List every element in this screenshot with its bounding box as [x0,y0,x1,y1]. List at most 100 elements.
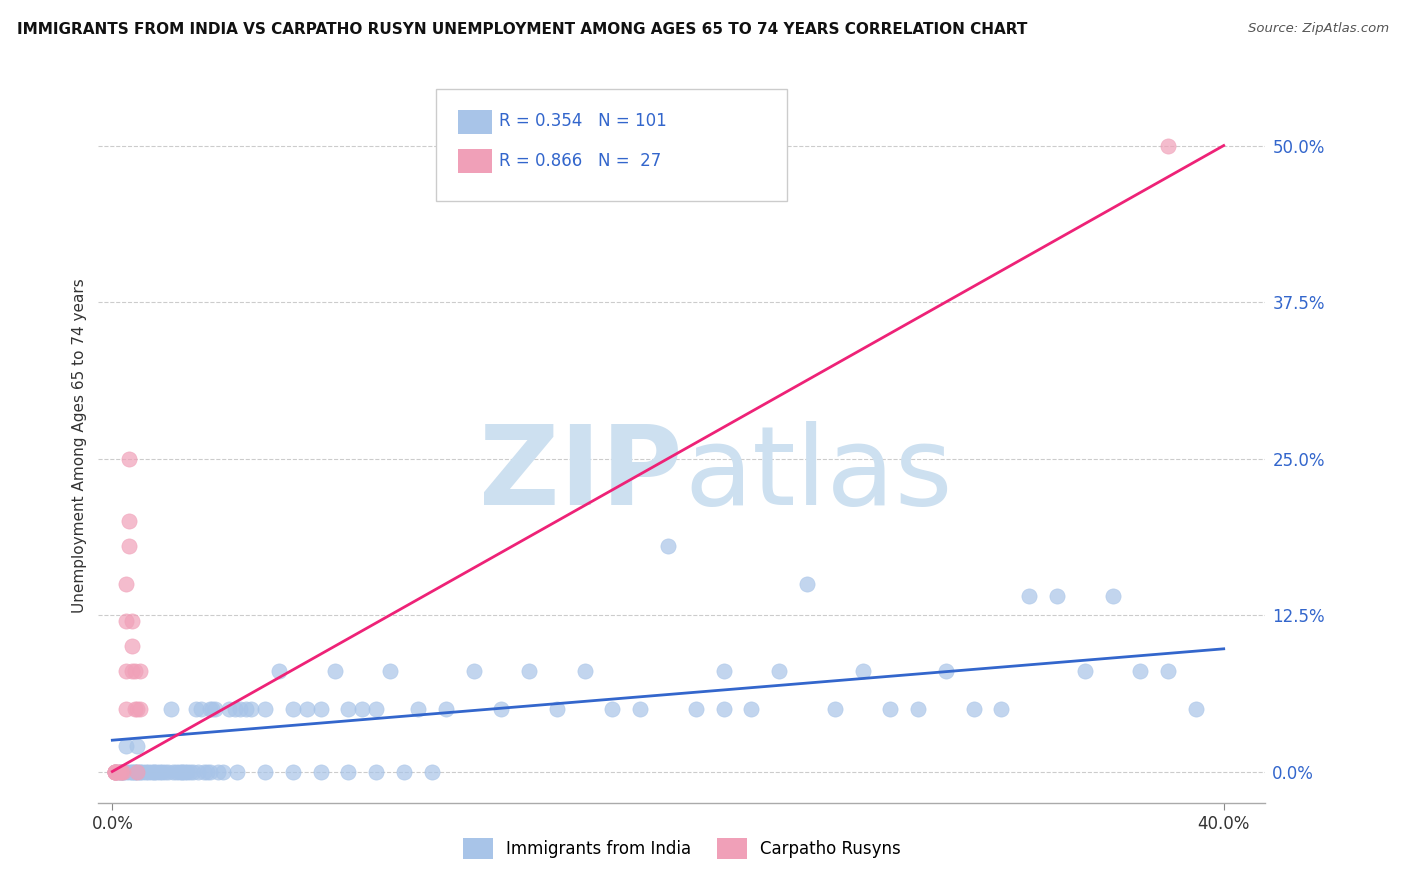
Point [226,764,249,779]
Point [309,764,332,779]
Point [406,702,429,716]
Point [115,764,138,779]
Point [115,739,138,754]
Point [380,665,402,679]
Point [179,764,201,779]
Point [112,764,135,779]
Point [121,640,143,654]
Point [118,539,141,553]
Point [212,764,235,779]
Point [768,665,790,679]
Point [1018,589,1040,603]
Point [207,764,229,779]
Point [115,665,138,679]
Point [143,764,166,779]
Point [153,764,176,779]
Point [851,665,873,679]
Point [224,702,246,716]
Point [337,702,360,716]
Point [229,702,252,716]
Point [162,764,184,779]
Point [143,764,166,779]
Text: ZIP: ZIP [478,421,682,528]
Point [392,764,415,779]
Point [115,614,138,628]
Point [546,702,568,716]
Point [352,702,374,716]
Point [434,702,457,716]
Point [1157,138,1180,153]
Point [129,764,152,779]
Point [129,702,152,716]
Point [187,764,209,779]
Point [517,665,540,679]
Point [129,665,152,679]
Point [240,702,263,716]
Point [107,764,129,779]
Point [112,764,135,779]
Point [104,764,127,779]
Point [127,739,149,754]
Point [337,764,360,779]
Point [713,665,735,679]
Point [138,764,160,779]
Point [170,764,193,779]
Point [110,764,132,779]
Point [110,764,132,779]
Point [159,702,181,716]
Point [121,764,143,779]
Point [990,702,1012,716]
Point [110,764,132,779]
Point [879,702,901,716]
Point [121,764,143,779]
Point [124,764,146,779]
Point [124,665,146,679]
Point [118,514,141,528]
Y-axis label: Unemployment Among Ages 65 to 74 years: Unemployment Among Ages 65 to 74 years [72,278,87,614]
Legend: Immigrants from India, Carpatho Rusyns: Immigrants from India, Carpatho Rusyns [463,838,901,859]
Point [962,702,984,716]
Point [167,764,190,779]
Point [148,764,170,779]
Point [104,764,127,779]
Point [190,702,212,716]
Point [1129,665,1152,679]
Point [124,702,146,716]
Point [1046,589,1069,603]
Point [204,702,226,716]
Point [129,764,152,779]
Point [127,764,149,779]
Point [323,665,346,679]
Point [685,702,707,716]
Text: R = 0.354   N = 101: R = 0.354 N = 101 [499,112,666,130]
Point [146,764,169,779]
Point [104,764,127,779]
Point [104,764,127,779]
Point [235,702,257,716]
Point [184,702,207,716]
Text: R = 0.866   N =  27: R = 0.866 N = 27 [499,152,661,169]
Point [181,764,204,779]
Point [254,764,277,779]
Point [198,764,221,779]
Point [657,539,679,553]
Point [170,764,193,779]
Point [824,702,846,716]
Point [796,576,818,591]
Point [463,665,485,679]
Point [112,764,135,779]
Point [121,614,143,628]
Point [118,451,141,466]
Point [491,702,513,716]
Point [115,702,138,716]
Point [218,702,240,716]
Point [118,764,141,779]
Point [295,702,318,716]
Text: Source: ZipAtlas.com: Source: ZipAtlas.com [1249,22,1389,36]
Point [1157,665,1180,679]
Point [193,764,215,779]
Point [127,764,149,779]
Point [602,702,624,716]
Point [281,764,304,779]
Point [156,764,179,779]
